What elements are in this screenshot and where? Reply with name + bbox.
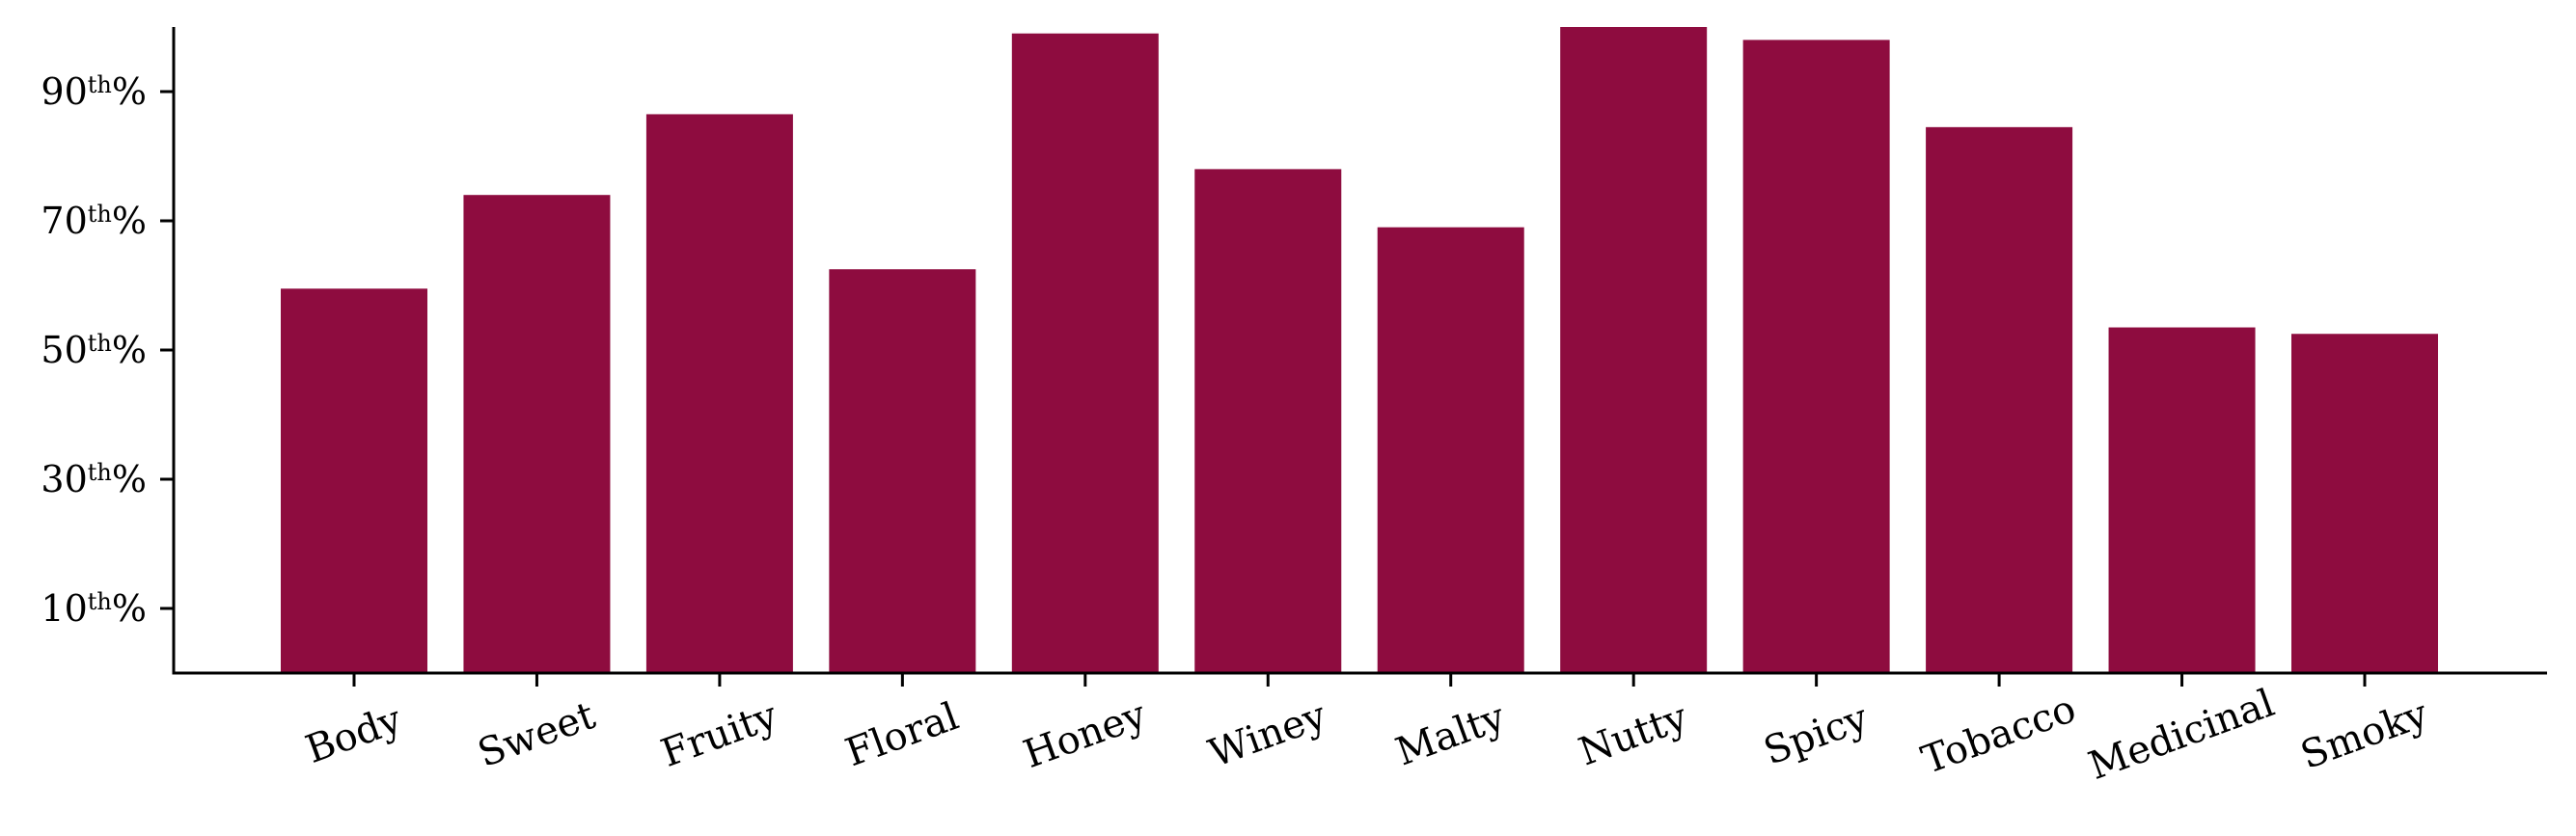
y-tick-percent: %	[112, 200, 147, 242]
y-tick-number: 90	[41, 70, 87, 113]
bar-winey	[1194, 169, 1342, 673]
x-tick-label-tobacco: Tobacco	[1916, 687, 2082, 783]
axes-group	[160, 27, 2547, 687]
bar-sweet	[463, 195, 611, 673]
x-tick-label-winey: Winey	[1203, 693, 1332, 776]
bar-honey	[1011, 33, 1159, 673]
y-tick-label-10: 10th%	[41, 587, 147, 630]
y-tick-superscript: th	[88, 459, 112, 486]
y-tick-labels: 10th%30th%50th%70th%90th%	[41, 70, 147, 630]
x-tick-label-honey: Honey	[1018, 692, 1152, 777]
x-tick-label-sweet: Sweet	[472, 693, 600, 776]
x-tick-label-fruity: Fruity	[655, 693, 783, 776]
bar-smoky	[2291, 334, 2438, 673]
x-tick-labels: Body Sweet Fruity Floral Honey Winey Malty Nutt…	[300, 681, 2434, 789]
y-tick-label-70: 70th%	[41, 200, 147, 242]
y-tick-percent: %	[112, 70, 147, 113]
x-tick-label-floral: Floral	[840, 694, 965, 775]
bar-body	[281, 288, 427, 673]
bar-tobacco	[1926, 126, 2073, 674]
y-tick-label-50: 50th%	[41, 329, 147, 371]
bars-group	[281, 27, 2438, 674]
x-tick-label-body: Body	[300, 697, 408, 772]
bar-spicy	[1742, 40, 1890, 673]
y-tick-label-30: 30th%	[41, 458, 147, 500]
y-tick-superscript: th	[88, 588, 112, 615]
bar-malty	[1377, 227, 1524, 673]
x-tick-label-malty: Malty	[1390, 694, 1511, 774]
y-tick-percent: %	[112, 329, 147, 371]
bar-fruity	[645, 114, 793, 673]
x-tick-label-spicy: Spicy	[1758, 695, 1874, 773]
y-tick-superscript: th	[88, 71, 112, 98]
y-tick-percent: %	[112, 587, 147, 630]
bar-medicinal	[2108, 327, 2256, 673]
x-tick-label-nutty: Nutty	[1574, 695, 1694, 775]
y-tick-label-90: 90th%	[41, 70, 147, 113]
y-tick-superscript: th	[88, 201, 112, 228]
bar-floral	[829, 269, 976, 673]
y-tick-number: 70	[41, 200, 87, 242]
bar-nutty	[1560, 27, 1708, 673]
y-tick-number: 10	[41, 587, 87, 630]
x-tick-label-medicinal: Medicinal	[2083, 681, 2280, 789]
y-tick-number: 50	[41, 329, 87, 371]
y-tick-percent: %	[112, 458, 147, 500]
x-tick-label-smoky: Smoky	[2295, 691, 2434, 778]
y-tick-superscript: th	[88, 330, 112, 357]
y-tick-number: 30	[41, 458, 87, 500]
